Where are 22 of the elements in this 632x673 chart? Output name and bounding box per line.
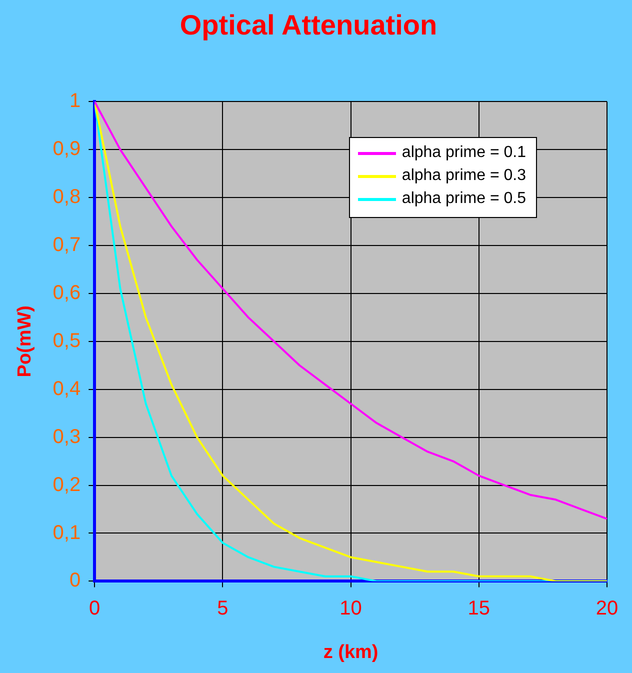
y-tick-label: 0,5 <box>52 330 81 352</box>
x-tick-label: 20 <box>596 598 618 620</box>
y-tick-label: 0,3 <box>52 426 81 448</box>
y-tick-label: 0,1 <box>52 522 81 544</box>
x-tick-label: 15 <box>468 598 490 620</box>
chart-title: Optical Attenuation <box>180 10 438 41</box>
legend-label: alpha prime = 0.5 <box>402 190 526 208</box>
y-tick-label: 0,6 <box>52 282 81 304</box>
x-tick-label: 5 <box>217 598 228 620</box>
y-tick-label: 0,9 <box>52 138 81 160</box>
x-tick-label: 10 <box>340 598 362 620</box>
legend-label: alpha prime = 0.1 <box>402 144 526 162</box>
y-tick-label: 0 <box>69 570 81 592</box>
y-tick-label: 1 <box>69 90 81 112</box>
y-tick-label: 0,8 <box>52 186 81 208</box>
legend-label: alpha prime = 0.3 <box>402 167 526 186</box>
y-tick-label: 0,7 <box>52 234 81 256</box>
y-tick-label: 0,2 <box>52 474 81 496</box>
y-axis-title: Po(mW) <box>14 306 36 378</box>
y-tick-label: 0,4 <box>52 378 81 400</box>
x-tick-label: 0 <box>89 598 100 620</box>
x-axis-title: z (km) <box>323 642 378 663</box>
